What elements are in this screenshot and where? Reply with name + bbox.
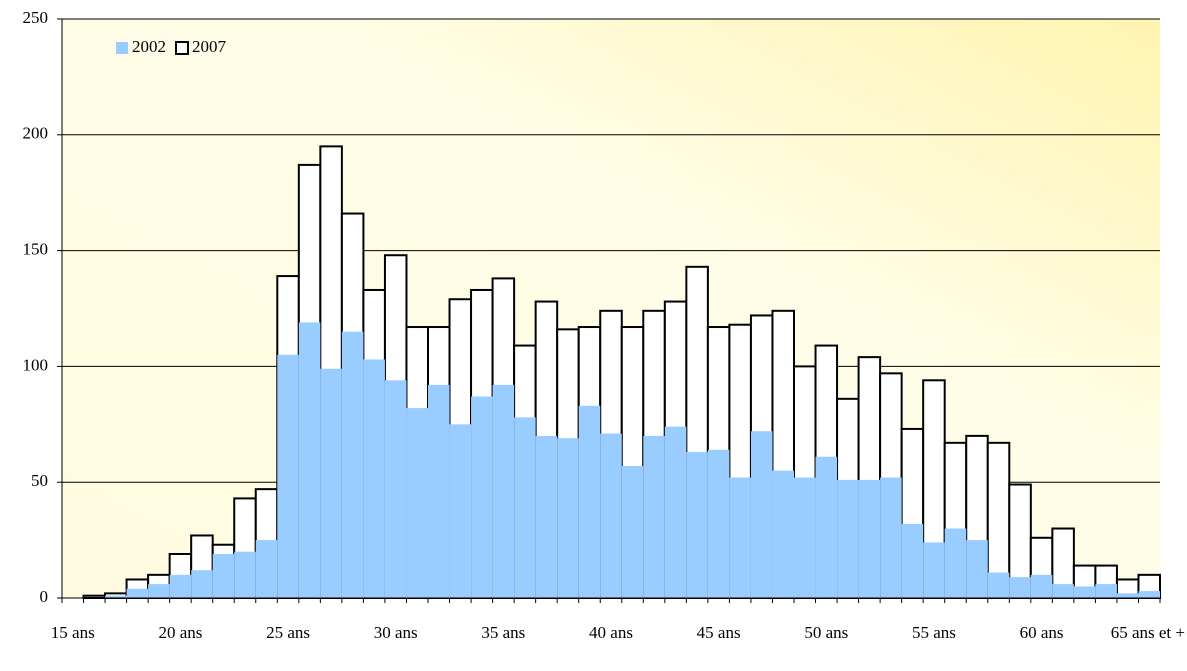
- bar: [384, 380, 407, 598]
- legend-label: 2002: [132, 37, 166, 56]
- bar: [643, 435, 665, 598]
- y-tick-label: 50: [31, 471, 48, 490]
- bar: [363, 359, 385, 598]
- bar: [815, 456, 838, 598]
- bar: [298, 322, 321, 598]
- bar: [148, 584, 170, 598]
- bar: [234, 551, 256, 598]
- bar: [966, 540, 988, 598]
- x-tick-label: 50 ans: [804, 623, 848, 642]
- bar: [707, 449, 730, 598]
- bar: [406, 408, 428, 598]
- bar: [858, 479, 881, 598]
- bar: [600, 433, 622, 598]
- bar: [794, 477, 816, 598]
- bar: [772, 470, 794, 598]
- bar: [987, 572, 1010, 598]
- bar: [255, 540, 278, 598]
- bar: [1138, 591, 1160, 598]
- bar: [944, 528, 967, 598]
- bar: [341, 331, 364, 598]
- bar: [492, 384, 515, 598]
- bar: [105, 595, 127, 598]
- bar: [901, 523, 924, 598]
- y-tick-label: 0: [40, 587, 49, 606]
- bar: [320, 368, 342, 598]
- bar: [212, 553, 235, 598]
- bar: [191, 570, 213, 598]
- x-tick-label: 60 ans: [1020, 623, 1064, 642]
- bar: [578, 405, 601, 598]
- x-tick-label: 45 ans: [697, 623, 741, 642]
- bar: [880, 477, 902, 598]
- bar: [1073, 586, 1096, 598]
- x-tick-label: 65 ans et +: [1111, 623, 1185, 642]
- bar: [1052, 584, 1074, 598]
- bar: [837, 479, 859, 598]
- bar: [557, 438, 579, 598]
- legend-swatch: [175, 41, 189, 55]
- bar: [449, 424, 472, 598]
- bar: [750, 431, 773, 598]
- bar: [1116, 593, 1139, 598]
- bar: [664, 426, 687, 598]
- x-tick-label: 40 ans: [589, 623, 633, 642]
- legend-swatch: [116, 42, 128, 54]
- bar: [514, 417, 536, 598]
- bar: [169, 574, 192, 598]
- bar: [1009, 577, 1031, 598]
- y-tick-label: 100: [23, 355, 49, 374]
- x-tick-label: 15 ans: [51, 623, 95, 642]
- x-tick-label: 30 ans: [374, 623, 418, 642]
- bar: [535, 435, 558, 598]
- bar: [471, 396, 493, 598]
- y-tick-label: 250: [23, 8, 49, 27]
- x-tick-label: 25 ans: [266, 623, 310, 642]
- x-tick-label: 35 ans: [481, 623, 525, 642]
- bar: [923, 542, 945, 598]
- x-tick-label: 20 ans: [158, 623, 202, 642]
- x-tick-label: 55 ans: [912, 623, 956, 642]
- bar: [686, 452, 708, 598]
- y-tick-label: 200: [23, 124, 49, 143]
- bar: [1030, 574, 1053, 598]
- bar: [277, 354, 299, 598]
- bar: [126, 588, 149, 598]
- y-tick-label: 150: [23, 240, 49, 259]
- bar: [428, 384, 450, 598]
- bar: [729, 477, 751, 598]
- bar: [621, 465, 644, 598]
- legend-label: 2007: [192, 37, 227, 56]
- bar: [1095, 584, 1117, 598]
